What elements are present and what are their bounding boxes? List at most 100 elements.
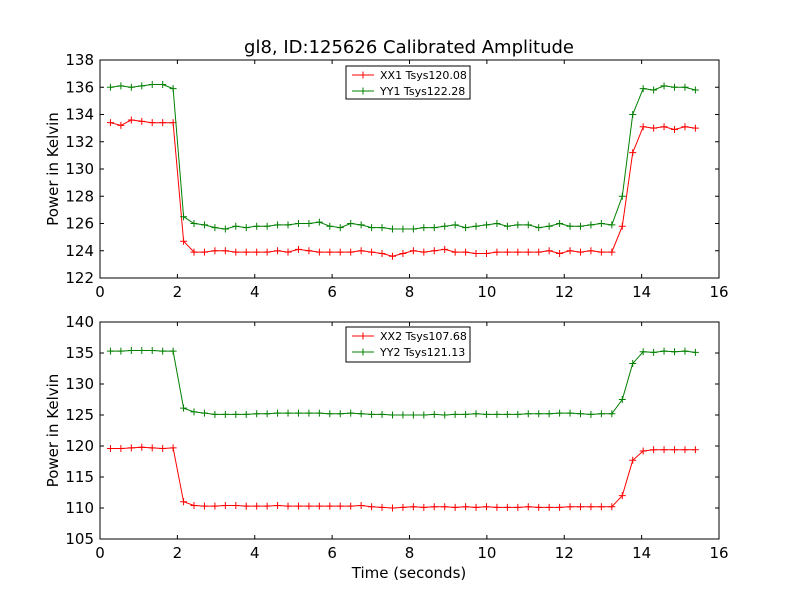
data-point	[148, 81, 156, 89]
data-point	[117, 444, 125, 452]
data-point	[618, 192, 626, 200]
series-1	[106, 116, 699, 260]
x-tick-label: 6	[327, 544, 337, 562]
data-point	[535, 248, 543, 256]
data-point	[576, 503, 584, 511]
data-point	[347, 502, 355, 510]
data-point	[587, 221, 595, 229]
data-point	[148, 347, 156, 355]
y-tick-label: 126	[65, 215, 94, 233]
data-point	[681, 347, 689, 355]
data-point	[503, 410, 511, 418]
data-point	[221, 502, 229, 510]
data-point	[660, 446, 668, 454]
data-point	[368, 410, 376, 418]
data-point	[650, 124, 658, 132]
data-point	[388, 504, 396, 512]
data-point	[368, 248, 376, 256]
data-point	[514, 410, 522, 418]
x-tick-label: 2	[173, 283, 183, 301]
data-point	[138, 443, 146, 451]
data-point	[493, 503, 501, 511]
data-point	[326, 410, 334, 418]
data-point	[660, 82, 668, 90]
data-point	[671, 348, 679, 356]
data-point	[388, 411, 396, 419]
data-point	[566, 503, 574, 511]
data-point	[305, 502, 313, 510]
data-point	[409, 411, 417, 419]
data-point	[608, 221, 616, 229]
data-point	[190, 408, 198, 416]
y-tick-label: 130	[65, 160, 94, 178]
data-point	[629, 456, 637, 464]
data-point	[274, 247, 282, 255]
data-point	[211, 247, 219, 255]
data-point	[159, 119, 167, 127]
legend-swatch-marker	[359, 348, 367, 356]
data-point	[127, 116, 135, 124]
data-point	[148, 444, 156, 452]
data-point	[462, 410, 470, 418]
x-tick-label: 14	[632, 544, 651, 562]
data-point	[169, 444, 177, 452]
data-point	[691, 86, 699, 94]
data-point	[315, 248, 323, 256]
series-2	[106, 347, 699, 419]
y-tick-label: 115	[65, 468, 94, 486]
legend-swatch-marker	[359, 332, 367, 340]
data-point	[253, 248, 261, 256]
data-point	[462, 248, 470, 256]
series-1	[106, 443, 699, 512]
data-point	[441, 222, 449, 230]
data-point	[545, 247, 553, 255]
data-point	[482, 410, 490, 418]
data-point	[691, 348, 699, 356]
data-point	[441, 411, 449, 419]
data-point	[420, 248, 428, 256]
data-point	[587, 247, 595, 255]
x-tick-label: 10	[477, 283, 496, 301]
data-point	[472, 410, 480, 418]
x-tick-label: 4	[250, 283, 260, 301]
y-tick-label: 105	[65, 530, 94, 548]
data-point	[336, 224, 344, 232]
data-point	[409, 503, 417, 511]
y-tick-label: 138	[65, 51, 94, 69]
data-point	[263, 248, 271, 256]
data-point	[576, 248, 584, 256]
y-tick-label: 140	[65, 313, 94, 331]
data-point	[399, 249, 407, 257]
data-point	[200, 502, 208, 510]
data-point	[117, 121, 125, 129]
data-point	[535, 410, 543, 418]
data-point	[211, 410, 219, 418]
data-point	[388, 252, 396, 260]
x-tick-label: 12	[555, 283, 574, 301]
data-point	[535, 503, 543, 511]
data-point	[691, 124, 699, 132]
data-point	[482, 503, 490, 511]
data-point	[451, 503, 459, 511]
legend-box	[345, 65, 471, 100]
x-tick-label: 0	[95, 283, 105, 301]
chart-panels: 0 2 4 6 8 10 12 14 16122124126128130132134136138…	[44, 51, 729, 562]
x-tick-label: 2	[173, 544, 183, 562]
x-tick-label: 0	[95, 544, 105, 562]
data-point	[336, 410, 344, 418]
legend-label: YY1 Tsys122.28	[379, 85, 465, 98]
data-point	[211, 502, 219, 510]
data-point	[305, 409, 313, 417]
y-axis-label: Power in Kelvin	[44, 374, 62, 488]
data-point	[514, 248, 522, 256]
series-2	[106, 81, 699, 233]
data-point	[127, 83, 135, 91]
data-point	[493, 220, 501, 227]
data-point	[587, 410, 595, 418]
data-point	[503, 222, 511, 230]
data-point	[263, 502, 271, 510]
data-point	[138, 347, 146, 355]
data-point	[284, 502, 292, 510]
data-point	[399, 411, 407, 419]
data-point	[545, 503, 553, 511]
